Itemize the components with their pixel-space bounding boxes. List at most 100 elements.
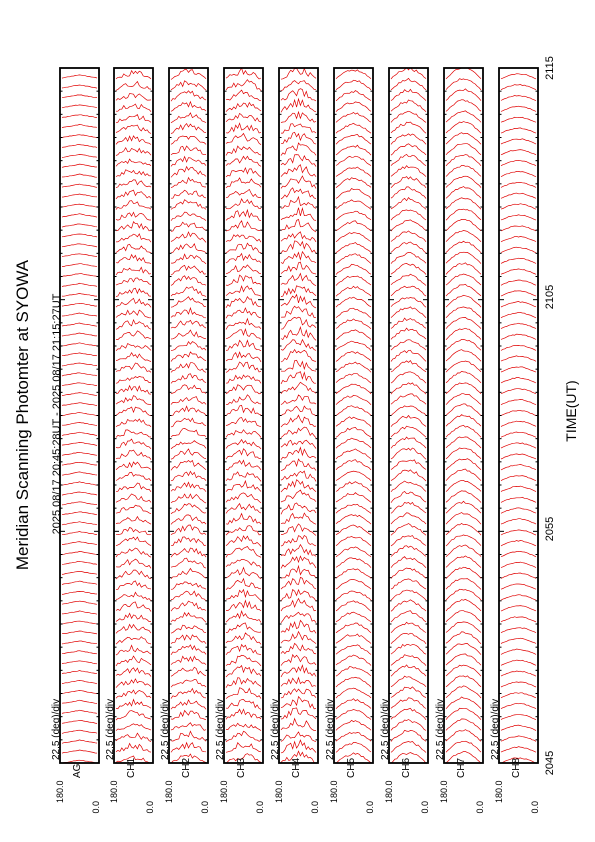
scan-line <box>225 404 262 417</box>
scan-line <box>115 189 152 200</box>
scan-line <box>115 114 152 124</box>
scan-line <box>61 302 98 307</box>
scan-line <box>390 535 427 547</box>
scale-label: 22.5 (deg)/div <box>105 699 116 760</box>
scan-line <box>445 403 482 416</box>
scan-line <box>280 695 317 710</box>
scan-line <box>390 512 427 525</box>
scan-line <box>61 322 98 327</box>
scan-line <box>116 49 151 58</box>
scan-line <box>280 664 317 678</box>
scan-line <box>390 610 427 623</box>
scan-line <box>335 448 372 460</box>
scan-line <box>335 275 372 286</box>
scan-line <box>170 123 207 134</box>
scan-line <box>390 589 427 601</box>
scan-line <box>225 459 262 471</box>
scan-line <box>280 439 317 449</box>
scan-line <box>170 319 207 329</box>
scan-line <box>205 68 207 69</box>
x-tick-label: 2045 <box>544 751 556 775</box>
scan-line <box>335 210 372 221</box>
scan-line <box>280 502 317 515</box>
scan-line <box>115 277 152 286</box>
scan-line <box>445 707 482 720</box>
scan-line <box>280 458 317 472</box>
scan-line <box>445 132 482 145</box>
scan-line <box>500 366 537 373</box>
scan-line <box>335 232 372 242</box>
scan-line <box>500 746 537 753</box>
scan-line <box>116 482 152 493</box>
scan-line <box>61 104 98 109</box>
scan-line <box>225 145 262 156</box>
scan-line <box>280 305 317 319</box>
scan-line <box>500 464 537 471</box>
scan-line <box>61 481 98 486</box>
scan-line <box>225 730 262 743</box>
scan-line <box>225 525 262 536</box>
scan-line <box>115 342 152 351</box>
scan-line <box>115 636 152 645</box>
scan-line <box>280 576 317 590</box>
scan-line <box>390 414 427 427</box>
scan-line <box>500 442 537 449</box>
scan-line <box>500 561 537 568</box>
scan-line <box>170 557 207 569</box>
scan-line <box>280 326 317 341</box>
scan-line <box>115 449 152 460</box>
scan-line <box>61 461 97 466</box>
scan-line <box>115 569 152 580</box>
scan-line <box>335 698 372 709</box>
scan-line <box>391 35 426 47</box>
scan-line <box>280 630 317 644</box>
scan-line <box>225 394 262 406</box>
scan-line <box>335 111 372 123</box>
scan-line <box>115 200 152 210</box>
scan-line <box>171 189 207 199</box>
scan-line <box>390 197 427 210</box>
scan-line <box>61 253 98 257</box>
scan-line <box>280 750 317 763</box>
scan-line <box>445 653 482 666</box>
scan-line <box>390 480 427 493</box>
scan-line <box>115 266 152 276</box>
scan-line <box>62 422 98 426</box>
scan-line <box>390 578 427 590</box>
scan-traces <box>500 68 537 763</box>
scan-line <box>170 264 207 276</box>
scan-line <box>61 600 98 605</box>
scan-line <box>500 246 537 253</box>
scan-line <box>446 35 481 46</box>
scan-line <box>115 723 152 731</box>
scan-line <box>390 297 427 308</box>
scan-line <box>280 195 317 209</box>
scan-line <box>390 360 427 373</box>
scan-line <box>61 124 98 128</box>
scan-line <box>335 122 372 134</box>
scan-line <box>115 135 152 145</box>
scan-line <box>390 654 427 666</box>
scan-line <box>225 317 262 330</box>
scan-line <box>390 165 427 177</box>
scan-line <box>225 546 262 558</box>
scan-line <box>225 89 262 102</box>
scan-line <box>390 436 427 449</box>
scan-line <box>335 253 372 264</box>
scale-label: 22.5 (deg)/div <box>435 699 446 760</box>
scan-line <box>500 648 537 655</box>
scan-line <box>280 371 317 385</box>
y-axis-bottom-label: 0.0 <box>255 801 265 814</box>
scan-line <box>170 90 207 102</box>
scan-line <box>500 149 537 156</box>
scan-line <box>335 568 372 579</box>
scan-line <box>170 666 207 677</box>
scan-line <box>115 601 152 612</box>
scan-line <box>390 491 427 503</box>
scan-line <box>445 621 482 633</box>
scan-line <box>61 541 98 546</box>
scan-line <box>61 620 98 625</box>
scan-line <box>445 610 482 623</box>
scan-line <box>390 697 427 709</box>
